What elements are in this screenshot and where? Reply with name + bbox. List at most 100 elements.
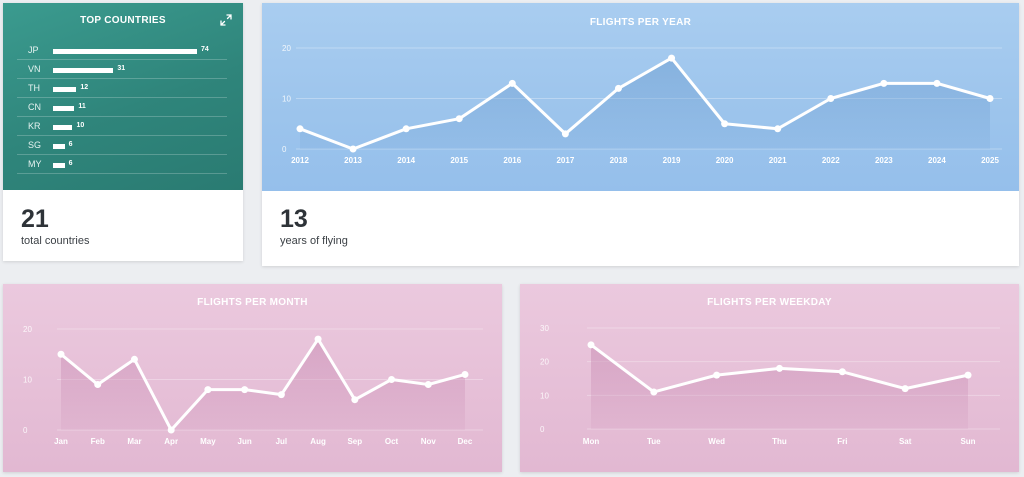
x-tick-label: Nov bbox=[421, 437, 437, 446]
data-point[interactable] bbox=[461, 370, 469, 378]
data-point[interactable] bbox=[721, 120, 729, 128]
data-point[interactable] bbox=[241, 386, 249, 394]
data-point[interactable] bbox=[349, 145, 357, 153]
country-row: VN 31 bbox=[17, 60, 227, 79]
data-point[interactable] bbox=[668, 54, 676, 62]
country-bar bbox=[53, 106, 75, 111]
country-code: VN bbox=[28, 64, 41, 74]
country-row: KR 10 bbox=[17, 117, 227, 136]
y-tick-label: 0 bbox=[282, 145, 287, 154]
data-point[interactable] bbox=[314, 335, 322, 343]
total-countries-label: total countries bbox=[21, 235, 90, 247]
data-point[interactable] bbox=[424, 381, 432, 389]
country-row: JP 74 bbox=[17, 41, 227, 60]
data-point[interactable] bbox=[933, 79, 941, 87]
country-count: 31 bbox=[117, 65, 126, 72]
data-point[interactable] bbox=[508, 79, 516, 87]
x-tick-label: Tue bbox=[647, 437, 661, 446]
x-tick-label: Wed bbox=[708, 437, 725, 446]
y-tick-label: 30 bbox=[540, 324, 549, 333]
data-point[interactable] bbox=[57, 350, 65, 358]
data-point[interactable] bbox=[277, 391, 285, 399]
y-tick-label: 10 bbox=[540, 391, 549, 400]
country-count: 74 bbox=[201, 46, 209, 53]
series-line bbox=[298, 56, 992, 151]
data-point[interactable] bbox=[130, 355, 138, 363]
country-code: MY bbox=[28, 159, 42, 169]
flights-per-year-card: FLIGHTS PER YEAR 0 10 20 2012 2013 2014 2015 20… bbox=[262, 3, 1019, 266]
y-tick-label: 10 bbox=[282, 95, 291, 104]
x-tick-label: 2016 bbox=[503, 156, 521, 165]
x-tick-label: Sun bbox=[960, 437, 975, 446]
data-point[interactable] bbox=[388, 376, 396, 383]
country-count: 10 bbox=[76, 122, 85, 129]
x-tick-label: Jun bbox=[238, 437, 252, 446]
x-tick-label: Dec bbox=[458, 437, 473, 446]
country-count: 6 bbox=[68, 160, 73, 167]
x-tick-label: 2014 bbox=[397, 156, 415, 165]
y-tick-label: 20 bbox=[23, 325, 32, 334]
x-tick-label: Jan bbox=[54, 437, 68, 446]
country-bar bbox=[53, 144, 65, 149]
data-point[interactable] bbox=[296, 125, 304, 133]
data-point[interactable] bbox=[838, 368, 846, 376]
x-tick-label: Jul bbox=[276, 437, 288, 446]
country-code: TH bbox=[28, 83, 40, 93]
top-countries-card: TOP COUNTRIES JP 74 VN 31 TH 12 CN 11 KR 10 SG 6 MY 6… bbox=[3, 3, 243, 261]
data-point[interactable] bbox=[827, 95, 835, 102]
country-row: SG 6 bbox=[17, 136, 227, 155]
series-area bbox=[300, 58, 990, 149]
y-tick-label: 10 bbox=[23, 376, 32, 385]
data-point[interactable] bbox=[901, 385, 909, 393]
years-of-flying-label: years of flying bbox=[280, 235, 348, 247]
x-tick-label: 2024 bbox=[928, 156, 946, 165]
country-count: 12 bbox=[80, 84, 89, 91]
flights-per-month-card: FLIGHTS PER MONTH 0 10 20 Jan Feb Mar Apr May Ju… bbox=[3, 284, 502, 472]
expand-arrows-icon[interactable] bbox=[219, 13, 233, 27]
x-tick-label: Mar bbox=[127, 437, 141, 446]
country-count: 11 bbox=[78, 103, 86, 110]
top-countries-title: TOP COUNTRIES bbox=[80, 15, 166, 26]
data-point[interactable] bbox=[614, 84, 622, 92]
country-code: SG bbox=[28, 140, 42, 150]
data-point[interactable] bbox=[204, 386, 212, 394]
flights-per-year-title: FLIGHTS PER YEAR bbox=[589, 17, 692, 28]
data-point[interactable] bbox=[402, 125, 410, 133]
x-tick-label: Aug bbox=[310, 437, 326, 446]
x-tick-label: Sep bbox=[347, 437, 362, 446]
data-point[interactable] bbox=[774, 125, 782, 133]
country-bar bbox=[53, 125, 73, 130]
data-point[interactable] bbox=[880, 79, 888, 87]
x-tick-label: Sat bbox=[899, 437, 912, 446]
x-tick-label: 2015 bbox=[450, 156, 468, 165]
years-of-flying-value: 13 bbox=[280, 205, 308, 233]
data-point[interactable] bbox=[94, 381, 102, 389]
x-tick-label: 2013 bbox=[344, 156, 362, 165]
data-point[interactable] bbox=[986, 95, 994, 102]
x-tick-label: Thu bbox=[772, 437, 787, 446]
data-point[interactable] bbox=[964, 371, 972, 379]
x-tick-label: May bbox=[200, 437, 216, 446]
data-point[interactable] bbox=[351, 396, 359, 404]
x-tick-label: Oct bbox=[385, 437, 399, 446]
flights-per-weekday-chart: 0 10 20 30 Mon Tue Wed Thu Fri Sat Sun bbox=[540, 324, 1000, 446]
data-point[interactable] bbox=[167, 426, 175, 434]
flights-per-year-chart: 0 10 20 2012 2013 2014 2015 2016 2017 2018 2019 202… bbox=[282, 44, 1002, 165]
x-tick-label: 2023 bbox=[875, 156, 893, 165]
data-point[interactable] bbox=[650, 388, 658, 396]
data-point[interactable] bbox=[455, 115, 463, 123]
country-code: CN bbox=[28, 102, 41, 112]
x-tick-label: Feb bbox=[91, 437, 105, 446]
x-tick-label: 2012 bbox=[291, 156, 309, 165]
flights-per-weekday-title: FLIGHTS PER WEEKDAY bbox=[707, 297, 832, 308]
data-point[interactable] bbox=[561, 130, 569, 138]
y-tick-label: 20 bbox=[540, 358, 549, 367]
flights-per-month-chart: 0 10 20 Jan Feb Mar Apr May Jun Jul Aug Sep Oct Nov De… bbox=[23, 325, 483, 446]
data-point[interactable] bbox=[776, 364, 783, 372]
x-tick-label: 2019 bbox=[663, 156, 681, 165]
x-tick-label: 2020 bbox=[716, 156, 734, 165]
data-point[interactable] bbox=[713, 371, 721, 379]
x-tick-label: 2025 bbox=[981, 156, 999, 165]
y-tick-label: 20 bbox=[282, 44, 291, 53]
data-point[interactable] bbox=[587, 341, 595, 349]
